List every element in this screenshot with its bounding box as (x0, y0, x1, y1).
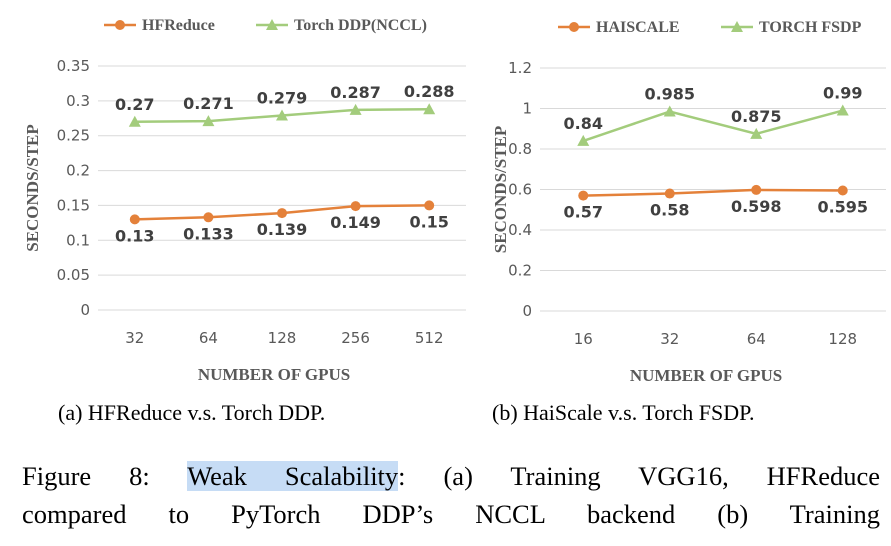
y-tick-label: 0.05 (57, 266, 90, 284)
data-point (837, 185, 848, 196)
y-tick-label: 0.15 (57, 196, 90, 214)
data-label: 0.99 (823, 84, 862, 103)
figure-caption-prefix: Figure 8: (22, 461, 188, 491)
x-tick-label: 512 (415, 329, 444, 347)
y-tick-label: 1.2 (508, 59, 532, 77)
series-line-torch-fsdp (582, 109, 844, 143)
y-tick-label: 0.8 (508, 140, 532, 158)
y-tick-label: 1 (522, 100, 532, 118)
highlighted-phrase[interactable]: Weak Scalability (187, 461, 399, 491)
legend-label: HFReduce (142, 17, 215, 34)
y-axis-title: SECONDS/STEP (491, 126, 510, 254)
x-tick-label: 128 (828, 330, 857, 348)
data-point (663, 105, 676, 117)
data-point (349, 103, 362, 115)
y-tick-label: 0.25 (57, 127, 90, 145)
data-label: 0.27 (115, 95, 154, 114)
chart-haiscale-vs-torch-fsdp: 0 0.2 0.4 0.6 0.8 1 1.2 16 32 64 128 NUMBER OF GPUS… (491, 19, 886, 385)
data-point (203, 212, 214, 223)
y-tick-label: 0.2 (508, 262, 532, 280)
data-point (350, 201, 361, 212)
data-label: 0.84 (564, 114, 603, 133)
data-point (202, 115, 215, 127)
x-tick-label: 16 (574, 330, 593, 348)
data-point (577, 134, 590, 146)
y-tick-label: 0.6 (508, 181, 532, 199)
data-label: 0.58 (650, 201, 689, 220)
y-tick-label: 0.3 (66, 92, 90, 110)
data-point (129, 214, 140, 225)
figure-caption-line-2: compared to PyTorch DDP’s NCCL backend (… (22, 499, 880, 529)
data-point (750, 127, 763, 139)
figure-caption: Figure 8: Weak Scalability: (a) Training… (22, 457, 880, 533)
series-line-haiscale (583, 188, 843, 197)
legend-label: HAISCALE (596, 19, 680, 36)
data-label: 0.57 (564, 203, 603, 222)
data-point (128, 115, 141, 127)
x-tick-label: 64 (747, 330, 766, 348)
y-tick-label: 0.4 (508, 221, 532, 239)
data-label: 0.13 (115, 226, 154, 245)
subcaption-a: (a) HFReduce v.s. Torch DDP. (58, 400, 326, 425)
data-label: 0.595 (817, 198, 868, 217)
data-point (277, 208, 287, 219)
x-axis-title: NUMBER OF GPUS (630, 366, 782, 385)
x-tick-label: 256 (341, 329, 370, 347)
figure-caption-rest: : (a) Training VGG16, HFReduce (398, 461, 880, 491)
legend-marker (731, 21, 743, 32)
x-axis-title: NUMBER OF GPUS (198, 365, 350, 384)
data-label: 0.288 (404, 82, 455, 101)
y-tick-label: 0 (80, 301, 90, 319)
data-label: 0.287 (330, 83, 381, 102)
data-point (664, 188, 675, 199)
legend-label: TORCH FSDP (759, 19, 862, 36)
legend-marker (266, 19, 278, 30)
data-label: 0.985 (644, 85, 695, 104)
data-point (276, 109, 288, 121)
data-label: 0.15 (409, 212, 448, 231)
legend-marker (569, 22, 579, 32)
data-point (423, 103, 436, 115)
data-label: 0.139 (257, 220, 308, 239)
x-tick-label: 64 (199, 329, 218, 347)
data-label: 0.271 (183, 94, 234, 113)
y-tick-label: 0 (522, 302, 532, 320)
x-tick-label: 128 (268, 329, 297, 347)
figure-caption-line-1: Figure 8: Weak Scalability: (a) Training… (22, 457, 880, 495)
x-tick-label: 32 (125, 329, 144, 347)
y-tick-label: 0.35 (57, 57, 90, 75)
x-tick-label: 32 (660, 330, 679, 348)
legend-marker (115, 20, 125, 30)
data-label: 0.598 (731, 197, 782, 216)
chart-hfreduce-vs-torch-ddp: 0 0.05 0.1 0.15 0.2 0.25 0.3 0.35 32 64 128 256 512 N… (23, 17, 466, 384)
subcaption-b: (b) HaiScale v.s. Torch FSDP. (492, 400, 755, 425)
data-point (836, 104, 849, 116)
data-label: 0.133 (183, 224, 234, 243)
data-label: 0.279 (257, 88, 308, 107)
data-label: 0.875 (731, 107, 782, 126)
y-tick-label: 0.2 (66, 162, 90, 180)
data-point (578, 190, 589, 201)
data-point (751, 184, 762, 195)
data-point (424, 200, 435, 211)
legend-label: Torch DDP(NCCL) (294, 17, 427, 34)
y-axis-title: SECONDS/STEP (23, 124, 42, 252)
y-tick-label: 0.1 (66, 231, 90, 249)
data-label: 0.149 (330, 213, 381, 232)
